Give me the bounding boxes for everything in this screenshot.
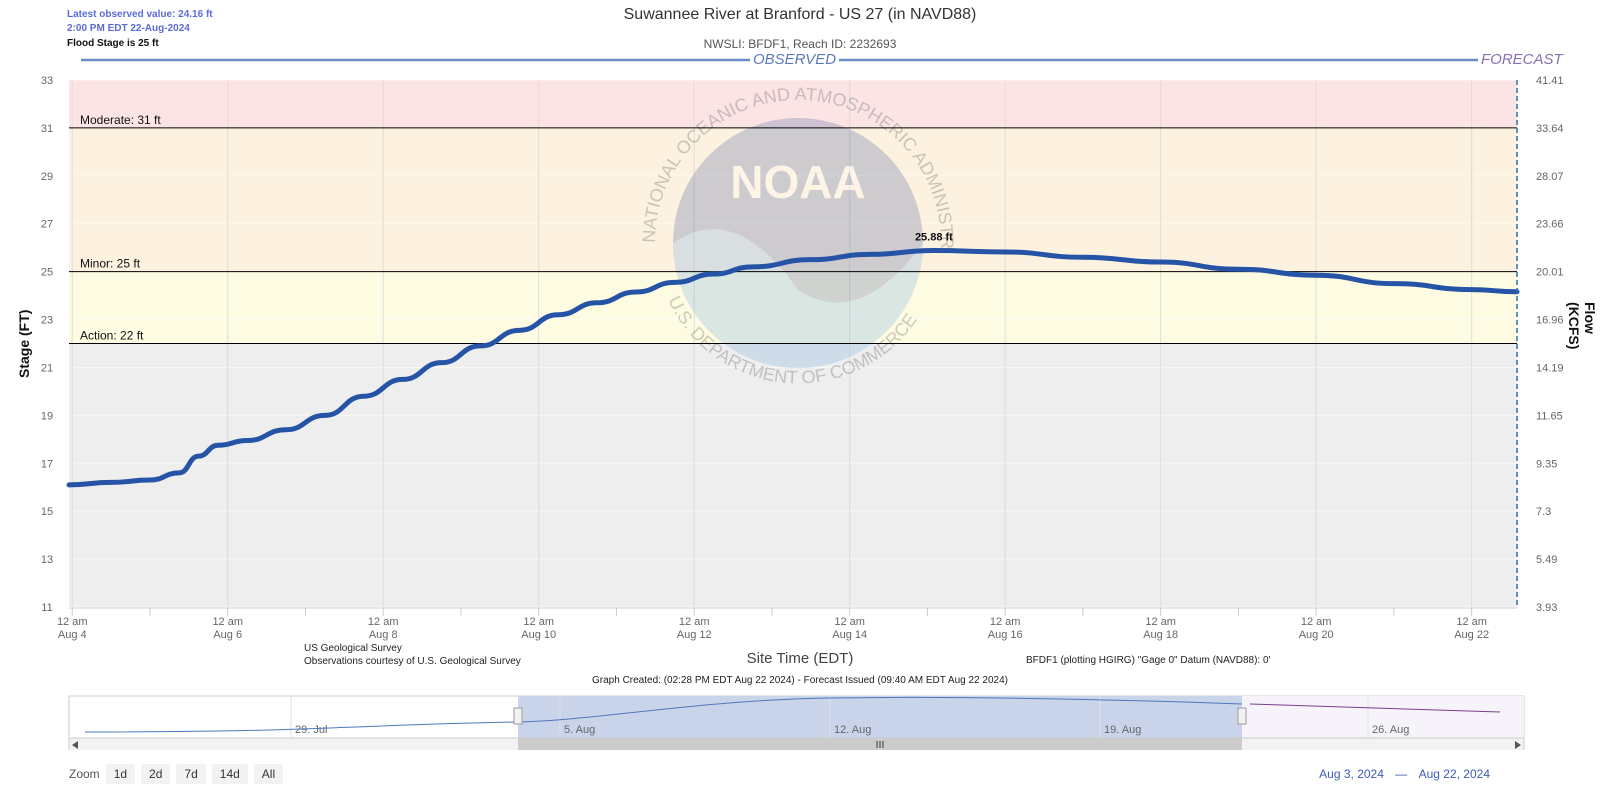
x-tick-label: 12 am bbox=[523, 616, 554, 628]
x-tick-label: 12 am bbox=[212, 616, 243, 628]
noaa-logo-text: NOAA bbox=[730, 156, 865, 208]
navigator-date-label: 26. Aug bbox=[1372, 724, 1409, 736]
band-moderate bbox=[69, 80, 1517, 128]
y2-axis-title: Flow (KCFS) bbox=[1566, 302, 1598, 350]
peak-label: 25.88 ft bbox=[915, 232, 953, 244]
y-tick-label: 11 bbox=[41, 602, 52, 614]
date-range: Aug 3, 2024 — Aug 22, 2024 bbox=[1315, 767, 1494, 781]
x-tick-label: 12 am bbox=[1145, 616, 1176, 628]
latest-observed: Latest observed value: 24.16 ft 2:00 PM … bbox=[67, 8, 213, 36]
y2-tick-label: 9.35 bbox=[1536, 458, 1557, 470]
y2-tick-label: 16.96 bbox=[1536, 315, 1564, 327]
x-tick-label: 12 am bbox=[1456, 616, 1487, 628]
navigator-date-label: 19. Aug bbox=[1104, 724, 1141, 736]
x-tick-label: Aug 14 bbox=[832, 629, 867, 641]
navigator-forecast-series bbox=[1249, 703, 1501, 713]
range-separator: — bbox=[1395, 767, 1408, 781]
chart-title: Suwannee River at Branford - US 27 (in N… bbox=[623, 6, 977, 23]
data-source: US Geological Survey Observations courte… bbox=[304, 642, 521, 668]
y2-tick-label: 20.01 bbox=[1536, 267, 1564, 279]
band-action bbox=[69, 271, 1517, 344]
y2-tick-label: 28.07 bbox=[1536, 171, 1564, 183]
x-tick-label: Aug 12 bbox=[677, 629, 712, 641]
y2-tick-label: 3.93 bbox=[1536, 602, 1557, 614]
x-tick-label: 12 am bbox=[1301, 616, 1332, 628]
x-tick-label: Aug 20 bbox=[1299, 629, 1334, 641]
x-tick-label: Aug 18 bbox=[1143, 629, 1178, 641]
latest-value: Latest observed value: 24.16 ft bbox=[67, 9, 213, 20]
source-credit: Observations courtesy of U.S. Geological… bbox=[304, 656, 521, 667]
x-tick-label: 12 am bbox=[368, 616, 399, 628]
y-tick-label: 31 bbox=[41, 123, 53, 135]
y-tick-label: 27 bbox=[41, 219, 53, 231]
y-tick-label: 15 bbox=[41, 506, 53, 518]
x-tick-label: Aug 6 bbox=[213, 629, 242, 641]
datum-note: BFDF1 (plotting HGIRG) "Gage 0" Datum (N… bbox=[1026, 655, 1271, 666]
navigator-selection[interactable] bbox=[518, 696, 1242, 738]
zoom-14d-button[interactable]: 14d bbox=[211, 764, 248, 784]
navigator-date-label: 12. Aug bbox=[834, 724, 871, 736]
x-axis-title: Site Time (EDT) bbox=[746, 650, 854, 667]
y-tick-label: 33 bbox=[41, 75, 53, 87]
y2-tick-label: 11.65 bbox=[1536, 410, 1563, 422]
y-tick-label: 19 bbox=[41, 410, 53, 422]
scroll-right-arrow[interactable] bbox=[1515, 741, 1521, 749]
x-tick-label: 12 am bbox=[990, 616, 1021, 628]
y-tick-label: 25 bbox=[41, 267, 53, 279]
x-tick-label: Aug 22 bbox=[1454, 629, 1489, 641]
chart-subtitle: NWSLI: BFDF1, Reach ID: 2232693 bbox=[703, 37, 897, 51]
y2-tick-label: 41.41 bbox=[1536, 75, 1564, 87]
y2-tick-label: 33.64 bbox=[1536, 123, 1564, 135]
x-tick-label: 12 am bbox=[57, 616, 88, 628]
zoom-all-button[interactable]: All bbox=[253, 764, 284, 784]
threshold-label: Action: 22 ft bbox=[80, 329, 144, 343]
latest-time: 2:00 PM EDT 22-Aug-2024 bbox=[67, 23, 190, 34]
navigator-date-label: 29. Jul bbox=[295, 724, 327, 736]
threshold-label: Minor: 25 ft bbox=[80, 257, 141, 271]
band-minor bbox=[69, 127, 1517, 272]
y2-tick-label: 7.3 bbox=[1536, 506, 1551, 518]
zoom-7d-button[interactable]: 7d bbox=[176, 764, 206, 784]
forecast-label: FORECAST bbox=[1478, 51, 1566, 68]
zoom-1d-button[interactable]: 1d bbox=[105, 764, 136, 784]
y2-tick-label: 5.49 bbox=[1536, 554, 1557, 566]
x-tick-label: 12 am bbox=[834, 616, 865, 628]
y-tick-label: 29 bbox=[41, 171, 53, 183]
zoom-controls: Zoom 1d 2d 7d 14d All bbox=[69, 764, 284, 784]
range-navigator[interactable]: 29. Jul 5. Aug 12. Aug 19. Aug 26. Aug bbox=[0, 690, 1600, 750]
navigator-handle-left[interactable] bbox=[513, 707, 523, 725]
stage-line bbox=[66, 248, 1520, 488]
navigator-forecast-area bbox=[1242, 696, 1524, 738]
x-tick-label: Aug 10 bbox=[521, 629, 556, 641]
band-normal bbox=[69, 343, 1517, 607]
y-tick-label: 23 bbox=[41, 315, 53, 327]
x-tick-label: Aug 16 bbox=[988, 629, 1023, 641]
y2-tick-label: 23.66 bbox=[1536, 219, 1564, 231]
x-tick-label: Aug 8 bbox=[369, 629, 398, 641]
y2-tick-label: 14.19 bbox=[1536, 362, 1564, 374]
zoom-label: Zoom bbox=[69, 767, 100, 781]
y-tick-label: 13 bbox=[41, 554, 53, 566]
y-tick-label: 21 bbox=[41, 362, 53, 374]
navigator-series bbox=[84, 696, 1243, 733]
navigator-date-label: 5. Aug bbox=[564, 724, 595, 736]
y-tick-label: 17 bbox=[41, 458, 53, 470]
flood-stage-note: Flood Stage is 25 ft bbox=[67, 38, 159, 49]
x-tick-label: 12 am bbox=[679, 616, 710, 628]
range-to[interactable]: Aug 22, 2024 bbox=[1418, 767, 1490, 781]
graph-created-note: Graph Created: (02:28 PM EDT Aug 22 2024… bbox=[592, 675, 1008, 686]
range-from[interactable]: Aug 3, 2024 bbox=[1319, 767, 1384, 781]
observed-label: OBSERVED bbox=[750, 51, 840, 68]
source-agency: US Geological Survey bbox=[304, 643, 402, 654]
navigator-handle-right[interactable] bbox=[1237, 707, 1247, 725]
zoom-2d-button[interactable]: 2d bbox=[141, 764, 171, 784]
threshold-label: Moderate: 31 ft bbox=[80, 113, 161, 127]
x-tick-label: Aug 4 bbox=[58, 629, 87, 641]
y-axis-title: Stage (FT) bbox=[16, 309, 32, 378]
scroll-left-arrow[interactable] bbox=[72, 741, 78, 749]
